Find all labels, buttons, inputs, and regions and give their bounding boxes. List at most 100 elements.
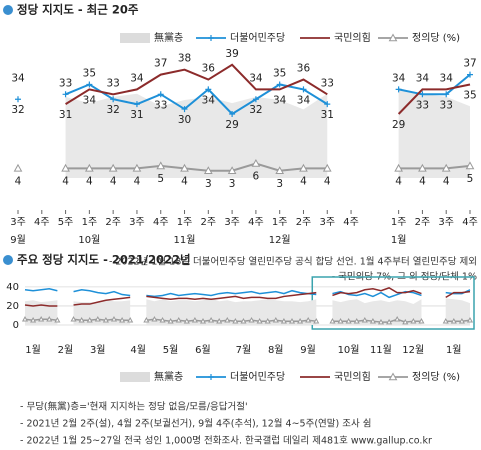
data-label: 34 xyxy=(392,72,406,84)
marker xyxy=(70,316,77,322)
marker xyxy=(288,317,296,324)
marker xyxy=(275,166,285,175)
legend-label: 정의당 (%) xyxy=(412,32,460,44)
marker xyxy=(110,316,118,322)
y-tick-label: 40 xyxy=(6,282,19,293)
marker xyxy=(86,317,93,323)
marker xyxy=(361,317,368,323)
data-label: 37 xyxy=(154,58,167,70)
marker xyxy=(458,317,465,324)
marker xyxy=(224,317,231,323)
line xyxy=(73,289,131,297)
x-group-label: 12월 xyxy=(269,234,291,246)
x-tick-label: 3주 xyxy=(224,217,240,228)
x-tick-label: 1주 xyxy=(391,217,407,228)
x-tick-label: 4월 xyxy=(130,344,146,356)
marker xyxy=(119,317,126,323)
x-tick-label: 4주 xyxy=(34,217,50,228)
marker xyxy=(353,317,360,324)
marker xyxy=(54,317,61,323)
x-tick-label: 1주 xyxy=(82,217,98,228)
x-tick-label: 3주 xyxy=(438,217,454,228)
data-label: 4 xyxy=(86,175,93,187)
x-tick-label: 2주 xyxy=(296,217,312,228)
x-tick-label: 4주 xyxy=(248,217,264,228)
data-label: 34 xyxy=(11,72,25,84)
x-tick-label: 11월 xyxy=(370,344,392,356)
data-label: 34 xyxy=(83,94,97,106)
marker xyxy=(108,163,118,172)
marker xyxy=(441,163,451,172)
data-label: 39 xyxy=(225,48,238,60)
x-group-label: 1월 xyxy=(391,234,407,246)
marker xyxy=(180,163,189,172)
marker xyxy=(133,101,140,108)
marker xyxy=(159,317,166,323)
marker xyxy=(251,158,261,167)
marker xyxy=(86,81,93,88)
x-tick-label: 2주 xyxy=(415,217,431,228)
x-tick-label: 1월 xyxy=(446,344,462,356)
legend-label: 국민의힘 xyxy=(334,32,371,44)
note: - 2022년 1월 25~27일 전국 성인 1,000명 전화조사. 한국갤… xyxy=(20,435,432,447)
x-tick-label: 12월 xyxy=(402,344,424,356)
line xyxy=(65,162,328,172)
marker xyxy=(276,81,283,88)
marker xyxy=(395,86,402,93)
data-label: 37 xyxy=(463,58,476,70)
data-label: 4 xyxy=(110,175,117,187)
marker xyxy=(78,317,85,323)
marker xyxy=(175,317,182,323)
data-label: 4 xyxy=(134,175,141,187)
marker xyxy=(30,317,37,323)
x-tick-label: 6월 xyxy=(195,344,211,356)
data-label: 32 xyxy=(106,104,119,116)
data-label: 33 xyxy=(416,99,429,111)
marker xyxy=(466,317,474,323)
marker xyxy=(394,316,401,322)
data-label: 3 xyxy=(276,178,283,190)
x-tick-label: 4주 xyxy=(462,217,478,228)
marker xyxy=(232,317,239,324)
marker xyxy=(102,317,109,323)
marker xyxy=(442,317,449,324)
data-label: 33 xyxy=(321,77,334,89)
marker xyxy=(322,163,332,172)
marker xyxy=(127,317,134,323)
data-label: 4 xyxy=(62,175,69,187)
marker xyxy=(394,163,403,172)
marker xyxy=(272,317,279,323)
data-label: 3 xyxy=(229,178,236,190)
x-tick-label: 1월 xyxy=(25,344,41,356)
chart-title: 주요 정당 지지도 - 2021/2022년 xyxy=(17,253,191,267)
marker xyxy=(248,317,255,323)
marker xyxy=(297,317,304,324)
line xyxy=(445,319,471,322)
line xyxy=(146,291,317,301)
marker xyxy=(216,317,223,324)
x-group-label: 11월 xyxy=(174,234,196,246)
marker xyxy=(305,317,312,323)
marker xyxy=(324,101,331,108)
x-tick-label: 2월 xyxy=(58,344,74,356)
data-label: 4 xyxy=(395,175,402,187)
marker xyxy=(299,163,308,172)
marker xyxy=(199,317,207,324)
data-label: 5 xyxy=(467,173,474,185)
data-label: 34 xyxy=(130,72,144,84)
marker xyxy=(94,316,101,322)
marker xyxy=(419,91,426,98)
y-tick-label: 0 xyxy=(13,320,19,331)
data-label: 35 xyxy=(83,67,96,79)
marker xyxy=(264,317,271,324)
line xyxy=(24,288,58,292)
data-label: 35 xyxy=(463,89,476,101)
marker xyxy=(110,96,117,103)
data-label: 6 xyxy=(253,171,260,183)
legend-label: 국민의힘 xyxy=(334,371,371,383)
x-group-label: 9월 xyxy=(10,234,26,246)
marker xyxy=(467,71,473,78)
data-label: 33 xyxy=(154,99,167,111)
data-label: 4 xyxy=(443,175,450,187)
data-label: 5 xyxy=(157,173,164,185)
